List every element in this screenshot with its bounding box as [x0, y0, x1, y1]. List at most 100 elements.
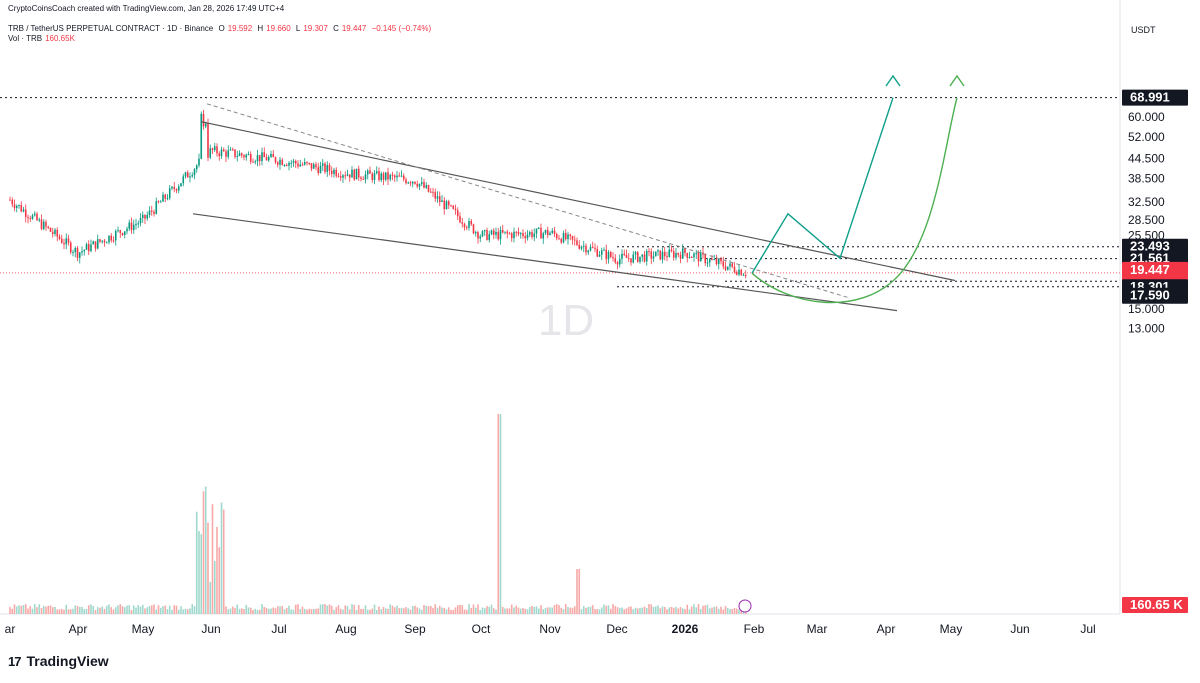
candle-body [229, 149, 232, 151]
volume-bar [20, 605, 23, 614]
candle-body [677, 252, 680, 255]
candle-body [567, 234, 569, 240]
time-tick-label: Jun [201, 622, 220, 636]
volume-bar [625, 608, 628, 614]
candle-body [40, 219, 43, 229]
candle-body [679, 254, 682, 259]
candle-body [227, 150, 230, 157]
candle-body [461, 222, 464, 224]
candle-body [715, 259, 718, 265]
volume-bar [312, 608, 315, 614]
volume-bar [96, 607, 99, 614]
candle-body [47, 226, 50, 228]
volume-bar [452, 609, 455, 614]
candle-body [333, 169, 335, 174]
volume-bar [499, 414, 502, 614]
candle-body [490, 230, 493, 235]
candle-body [166, 198, 169, 200]
candle-body [56, 229, 59, 237]
volume-bar [724, 606, 727, 614]
candle-body [42, 221, 45, 229]
volume-bar [384, 608, 387, 614]
candle-body [85, 244, 88, 250]
candle-body [330, 170, 333, 174]
candle-body [668, 249, 671, 258]
open-label: O [218, 24, 225, 33]
price-badge [1122, 287, 1188, 304]
volume-bar [454, 607, 457, 614]
arrowhead-icon [885, 74, 901, 87]
volume-bar [445, 609, 448, 614]
volume-bar [630, 606, 632, 614]
volume-bar [715, 606, 718, 614]
volume-bar [351, 604, 353, 614]
candle-body [22, 209, 25, 212]
candle-body [148, 210, 151, 216]
candle-body [371, 173, 374, 180]
dashed-trend-line [206, 103, 851, 299]
price-unit[interactable]: USDT [1131, 25, 1156, 35]
candle-body [414, 181, 416, 184]
candle-body [657, 250, 659, 252]
volume-bar [580, 609, 583, 614]
candle-body [659, 250, 662, 260]
candle-body [693, 253, 695, 258]
volume-bar [515, 605, 518, 614]
volume-bar [654, 606, 657, 614]
volume-bar [49, 605, 52, 614]
candle-body [308, 162, 311, 164]
symbol-name[interactable]: TRB / TetherUS PERPETUAL CONTRACT · 1D ·… [8, 24, 214, 33]
volume-bar [87, 605, 90, 614]
candle-body [427, 185, 430, 192]
volume-bar [261, 604, 263, 614]
volume-bar [519, 608, 522, 614]
volume-bar [355, 609, 358, 614]
candle-body [481, 231, 484, 237]
volume-bar [414, 605, 416, 614]
candle-body [391, 174, 394, 176]
volume-bar [684, 609, 686, 614]
volume-bar [693, 604, 695, 614]
volume-group [9, 414, 747, 614]
candle-body [103, 240, 106, 243]
volume-bar [222, 509, 225, 614]
candle-body [315, 164, 317, 168]
candle-body [387, 172, 389, 180]
candle-body [369, 170, 371, 174]
candle-body [661, 251, 664, 260]
candle-body [450, 205, 452, 207]
candle-body [621, 253, 623, 259]
candle-body [726, 266, 729, 270]
volume-bar [200, 534, 203, 614]
volume-bar [121, 606, 124, 614]
candle-body [639, 256, 641, 262]
volume-bar [378, 606, 380, 614]
volume-bar [614, 606, 617, 614]
volume-bar [45, 606, 47, 614]
volume-bar [344, 605, 347, 614]
candle-body [168, 188, 171, 199]
price-badge-label: 23.493 [1130, 239, 1170, 254]
volume-bar [315, 608, 317, 614]
volume-bar [461, 605, 464, 614]
volume-bar [337, 605, 340, 614]
volume-bar [540, 605, 542, 614]
volume-bar [533, 606, 536, 614]
candle-body [506, 231, 509, 234]
volume-bar [605, 605, 608, 614]
volume-bar [193, 606, 196, 614]
candle-body [101, 240, 104, 242]
candle-body [695, 252, 698, 254]
brand-name: TradingView [26, 653, 109, 669]
candle-body [607, 252, 610, 260]
volume-bar [555, 604, 558, 614]
candle-body [13, 204, 16, 208]
candle-body [324, 163, 326, 172]
candle-body [112, 240, 115, 242]
volume-bar [506, 608, 509, 614]
time-tick-label: Nov [539, 622, 560, 636]
channel-upper-line [200, 121, 956, 282]
volume-bar [153, 604, 155, 614]
candle-body [636, 252, 639, 262]
